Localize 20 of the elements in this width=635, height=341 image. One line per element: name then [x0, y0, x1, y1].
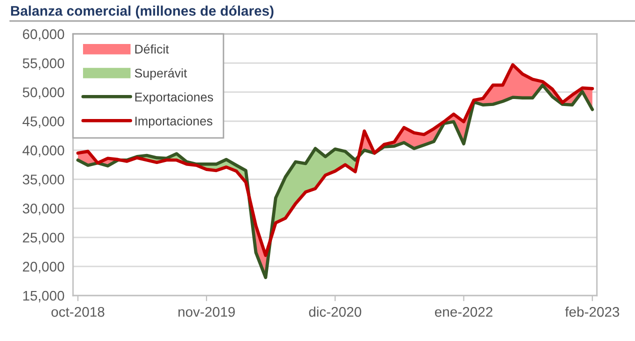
- x-tick-label: dic-2020: [309, 306, 362, 317]
- y-tick-label: 50,000: [22, 87, 64, 99]
- y-tick-label: 30,000: [22, 204, 64, 216]
- y-tick-label: 45,000: [22, 116, 64, 128]
- y-tick-label: 35,000: [22, 174, 64, 186]
- y-tick-label: 60,000: [22, 29, 64, 41]
- legend-label: Superávit: [134, 68, 187, 80]
- legend-label: Importaciones: [135, 116, 212, 128]
- legend-label: Déficit: [135, 44, 169, 54]
- y-tick-label: 40,000: [22, 146, 64, 158]
- chart-title: Balanza comercial (millones de dólares): [11, 5, 274, 19]
- y-tick-label: 20,000: [22, 262, 64, 274]
- x-tick-label: nov-2019: [178, 306, 235, 317]
- x-tick-label: oct-2018: [51, 306, 104, 317]
- y-tick-label: 15,000: [23, 290, 64, 302]
- y-tick-label: 25,000: [22, 232, 64, 244]
- y-tick-label: 55,000: [22, 58, 64, 70]
- x-tick-label: ene-2022: [434, 306, 492, 317]
- legend-label: Exportaciones: [135, 92, 214, 104]
- x-tick-label: feb-2023: [565, 306, 620, 317]
